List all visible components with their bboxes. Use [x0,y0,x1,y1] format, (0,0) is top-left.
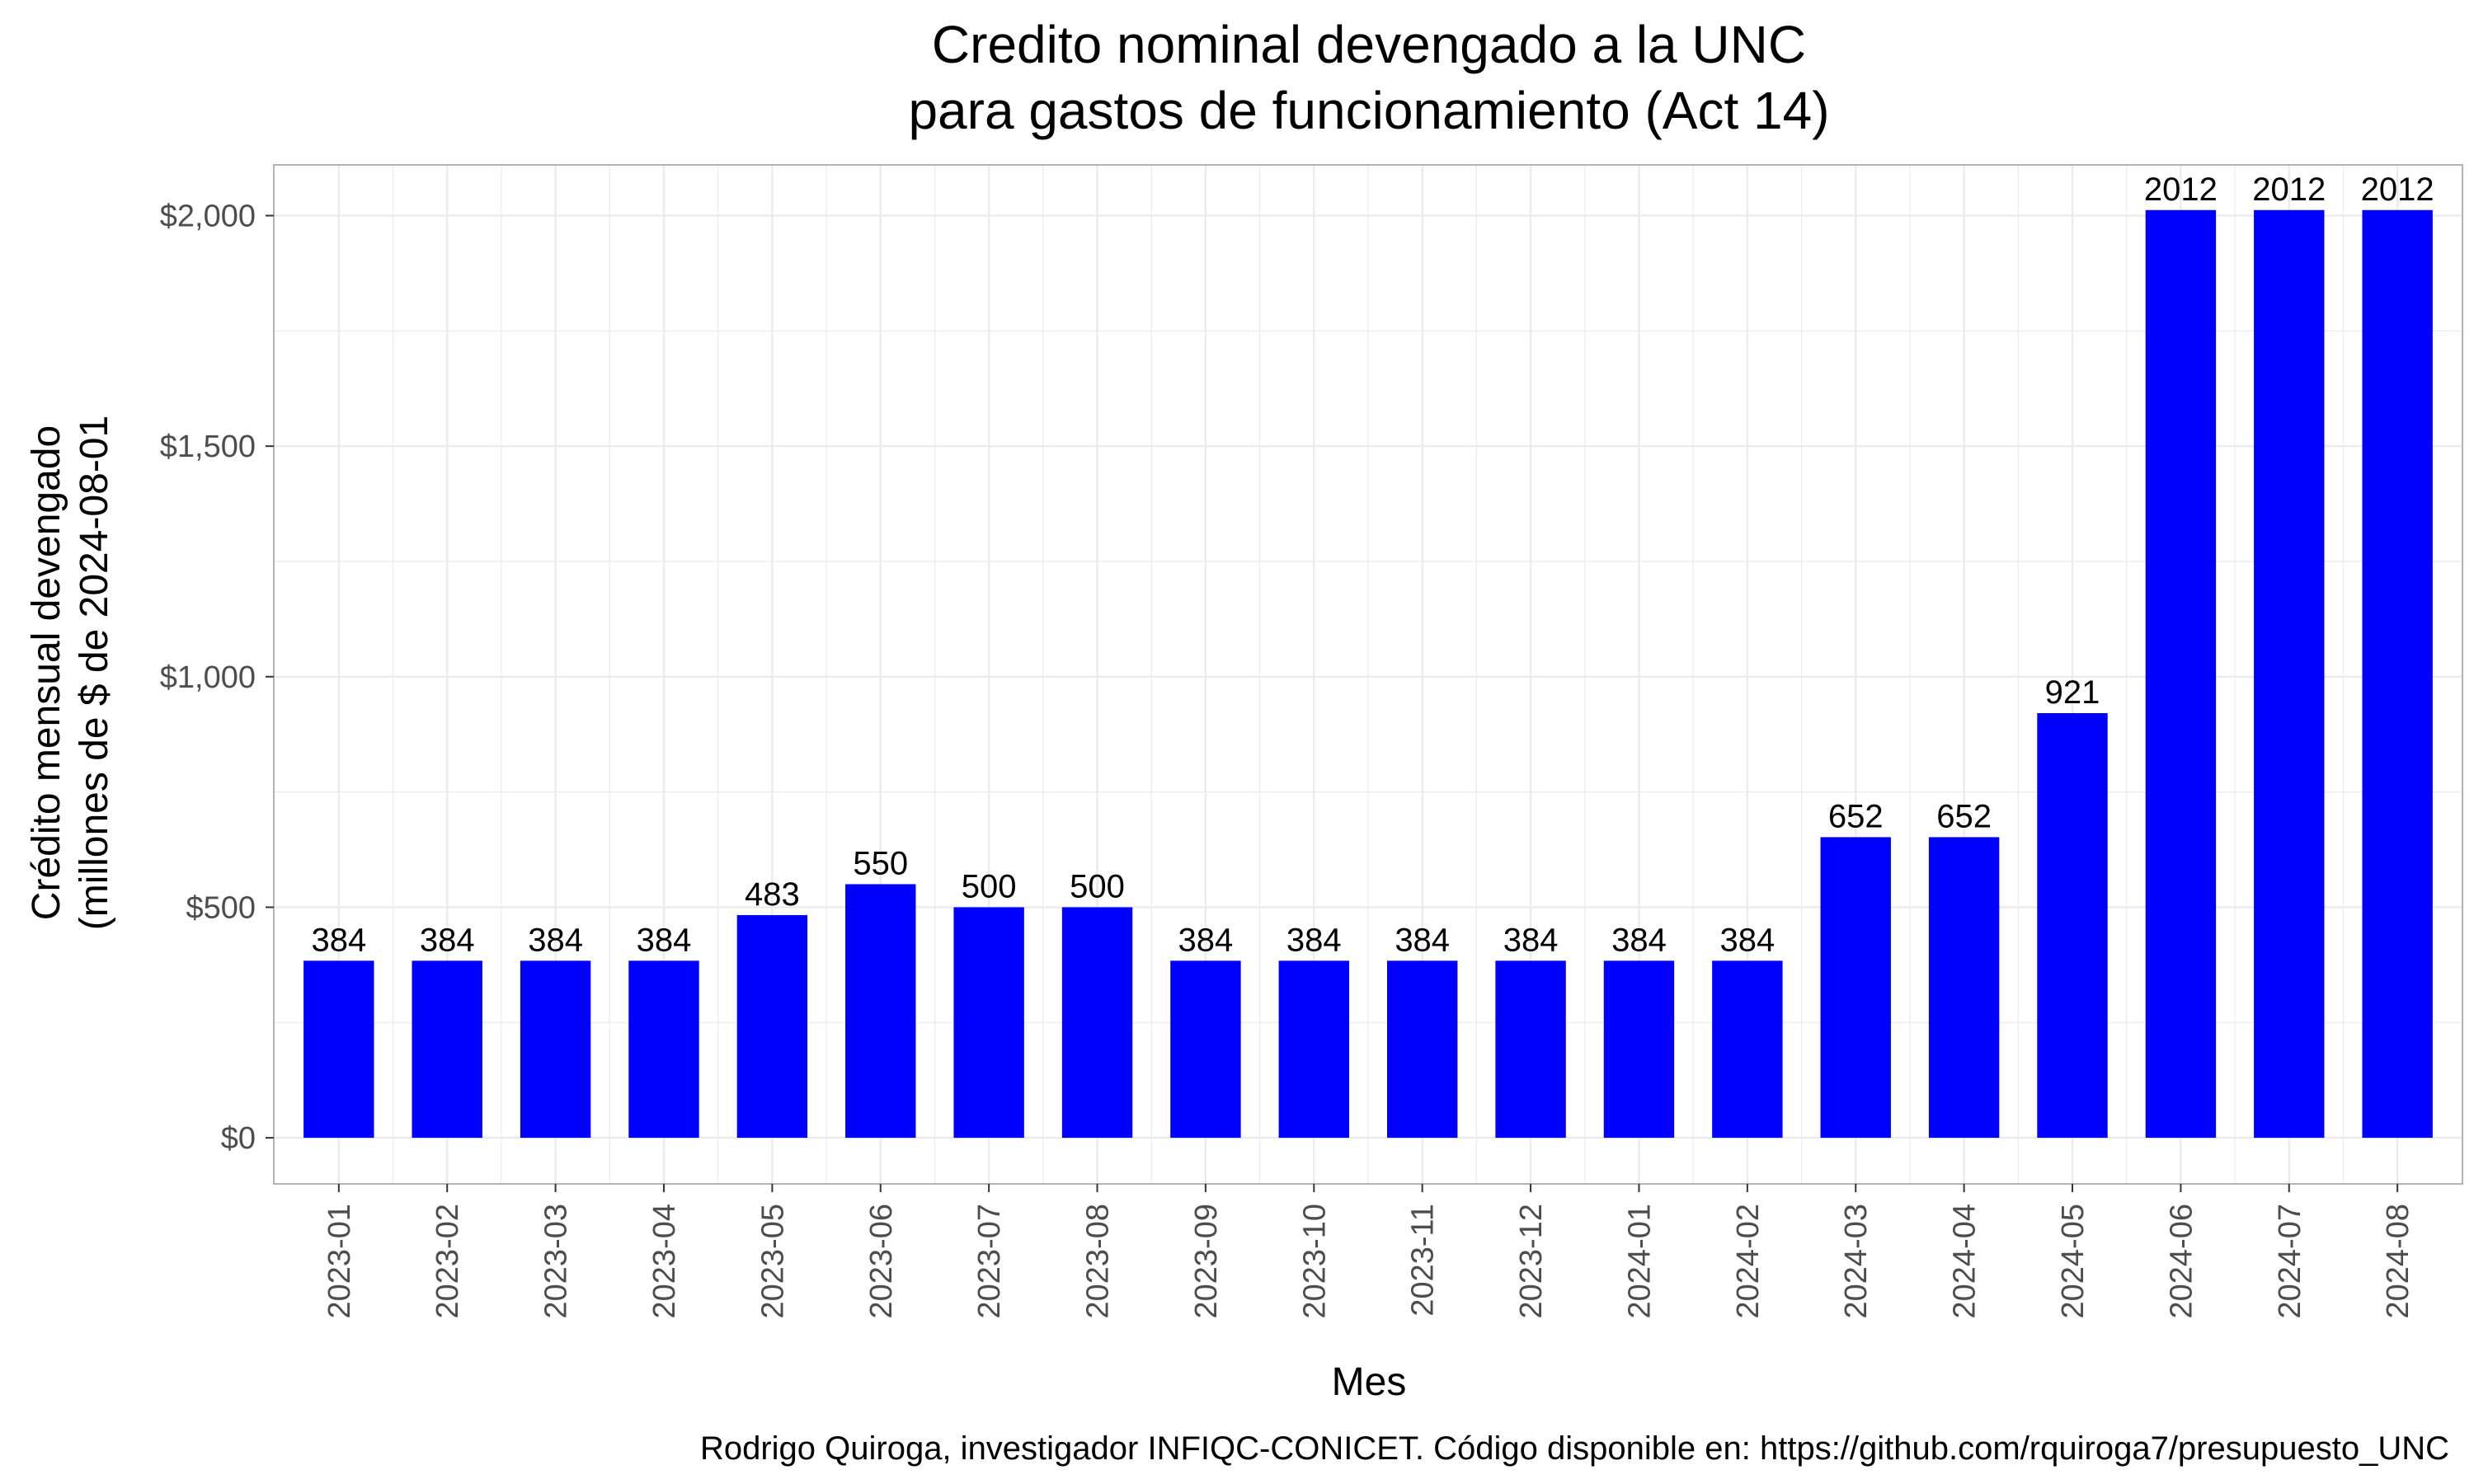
bar [1928,837,2000,1139]
bar [520,960,591,1139]
x-tick-label: 2023-04 [647,1204,682,1318]
x-axis-label: Mes [1332,1360,1407,1404]
bar [1603,960,1675,1139]
bar-value-label: 652 [1828,798,1884,834]
y-tick-label: $1,500 [160,430,256,464]
bar [845,884,916,1139]
bar-value-label: 384 [1286,922,1342,958]
x-tick-label: 2023-11 [1406,1204,1441,1317]
bar-value-label: 550 [853,845,908,881]
bar-value-label: 384 [1178,922,1234,958]
bar [736,914,808,1139]
bar [1278,960,1350,1139]
bar [2254,209,2325,1139]
bar-value-label: 384 [637,922,692,958]
x-tick-label: 2024-07 [2273,1204,2307,1318]
bar-value-label: 384 [1395,922,1450,958]
bar-value-label: 384 [1611,922,1667,958]
bar [1820,837,1891,1139]
x-tick-label: 2023-02 [430,1204,465,1318]
x-tick-label: 2023-01 [322,1204,357,1318]
x-tick-label: 2024-01 [1622,1204,1657,1318]
bar [1061,907,1133,1139]
bar [1495,960,1566,1139]
chart-title-line-2: para gastos de funcionamiento (Act 14) [908,81,1829,140]
y-axis-label-line-2: (millones de $ de 2024-08-01 [73,416,116,930]
bar-value-label: 2012 [2144,171,2218,208]
x-tick-label: 2024-06 [2164,1204,2199,1318]
bar [2037,712,2108,1139]
y-axis-label: Crédito mensual devengado (millones de $… [25,416,116,930]
x-tick-label: 2023-07 [972,1204,1007,1318]
x-tick-label: 2023-12 [1514,1204,1549,1318]
y-tick-label: $500 [186,890,256,925]
x-tick-label: 2023-08 [1081,1204,1116,1318]
x-tick-label: 2024-05 [2056,1204,2091,1318]
bar [2145,209,2217,1139]
y-tick-label: $2,000 [160,200,256,234]
y-tick-label: $1,000 [160,660,256,695]
x-tick-label: 2023-06 [864,1204,899,1318]
chart-title: Credito nominal devengado a la UNC para … [908,15,1829,140]
y-axis-ticks: $0 $500 $1,000 $1,500 $2,000 [160,200,274,1156]
bar-value-label: 384 [311,922,366,958]
bar [2362,209,2433,1139]
bar-value-label: 384 [528,922,583,958]
chart-title-line-1: Credito nominal devengado a la UNC [932,15,1806,74]
bar [1712,960,1783,1139]
bar [628,960,699,1139]
bar-value-label: 500 [962,868,1017,904]
bars [303,209,2433,1139]
panel-border [273,164,2463,1185]
bar-value-label: 384 [1503,922,1559,958]
bar-value-label: 921 [2045,674,2100,711]
bar-value-label: 500 [1070,868,1125,904]
bar [1170,960,1241,1139]
x-tick-label: 2023-10 [1297,1204,1332,1318]
x-tick-label: 2024-08 [2381,1204,2415,1318]
bar-value-label: 483 [745,876,800,913]
x-tick-label: 2024-04 [1948,1204,1982,1318]
x-tick-label: 2024-03 [1839,1204,1874,1318]
y-axis-label-line-1: Crédito mensual devengado [25,425,68,920]
caption: Rodrigo Quiroga, investigador INFIQC-CON… [700,1430,2449,1467]
bar-value-label: 2012 [2252,171,2326,208]
x-tick-label: 2023-03 [539,1204,574,1318]
bar-value-labels: 384 384 384 384 483 550 500 500 384 384 384 384 384 3… [311,171,2434,959]
bar-value-label: 384 [1719,922,1775,958]
minor-gridlines [274,165,2462,1184]
bar [1386,960,1458,1139]
bar [412,960,482,1139]
x-tick-label: 2024-02 [1731,1204,1766,1318]
bar-value-label: 384 [420,922,475,958]
bar-value-label: 652 [1936,798,1992,834]
x-tick-label: 2023-09 [1189,1204,1224,1318]
bar [953,907,1024,1139]
bar-value-label: 2012 [2361,171,2434,208]
x-tick-label: 2023-05 [755,1204,790,1318]
x-axis-ticks: 2023-01 2023-02 2023-03 2023-04 2023-05 2023-… [322,1184,2415,1318]
bar [303,960,374,1139]
y-tick-label: $0 [221,1121,256,1156]
